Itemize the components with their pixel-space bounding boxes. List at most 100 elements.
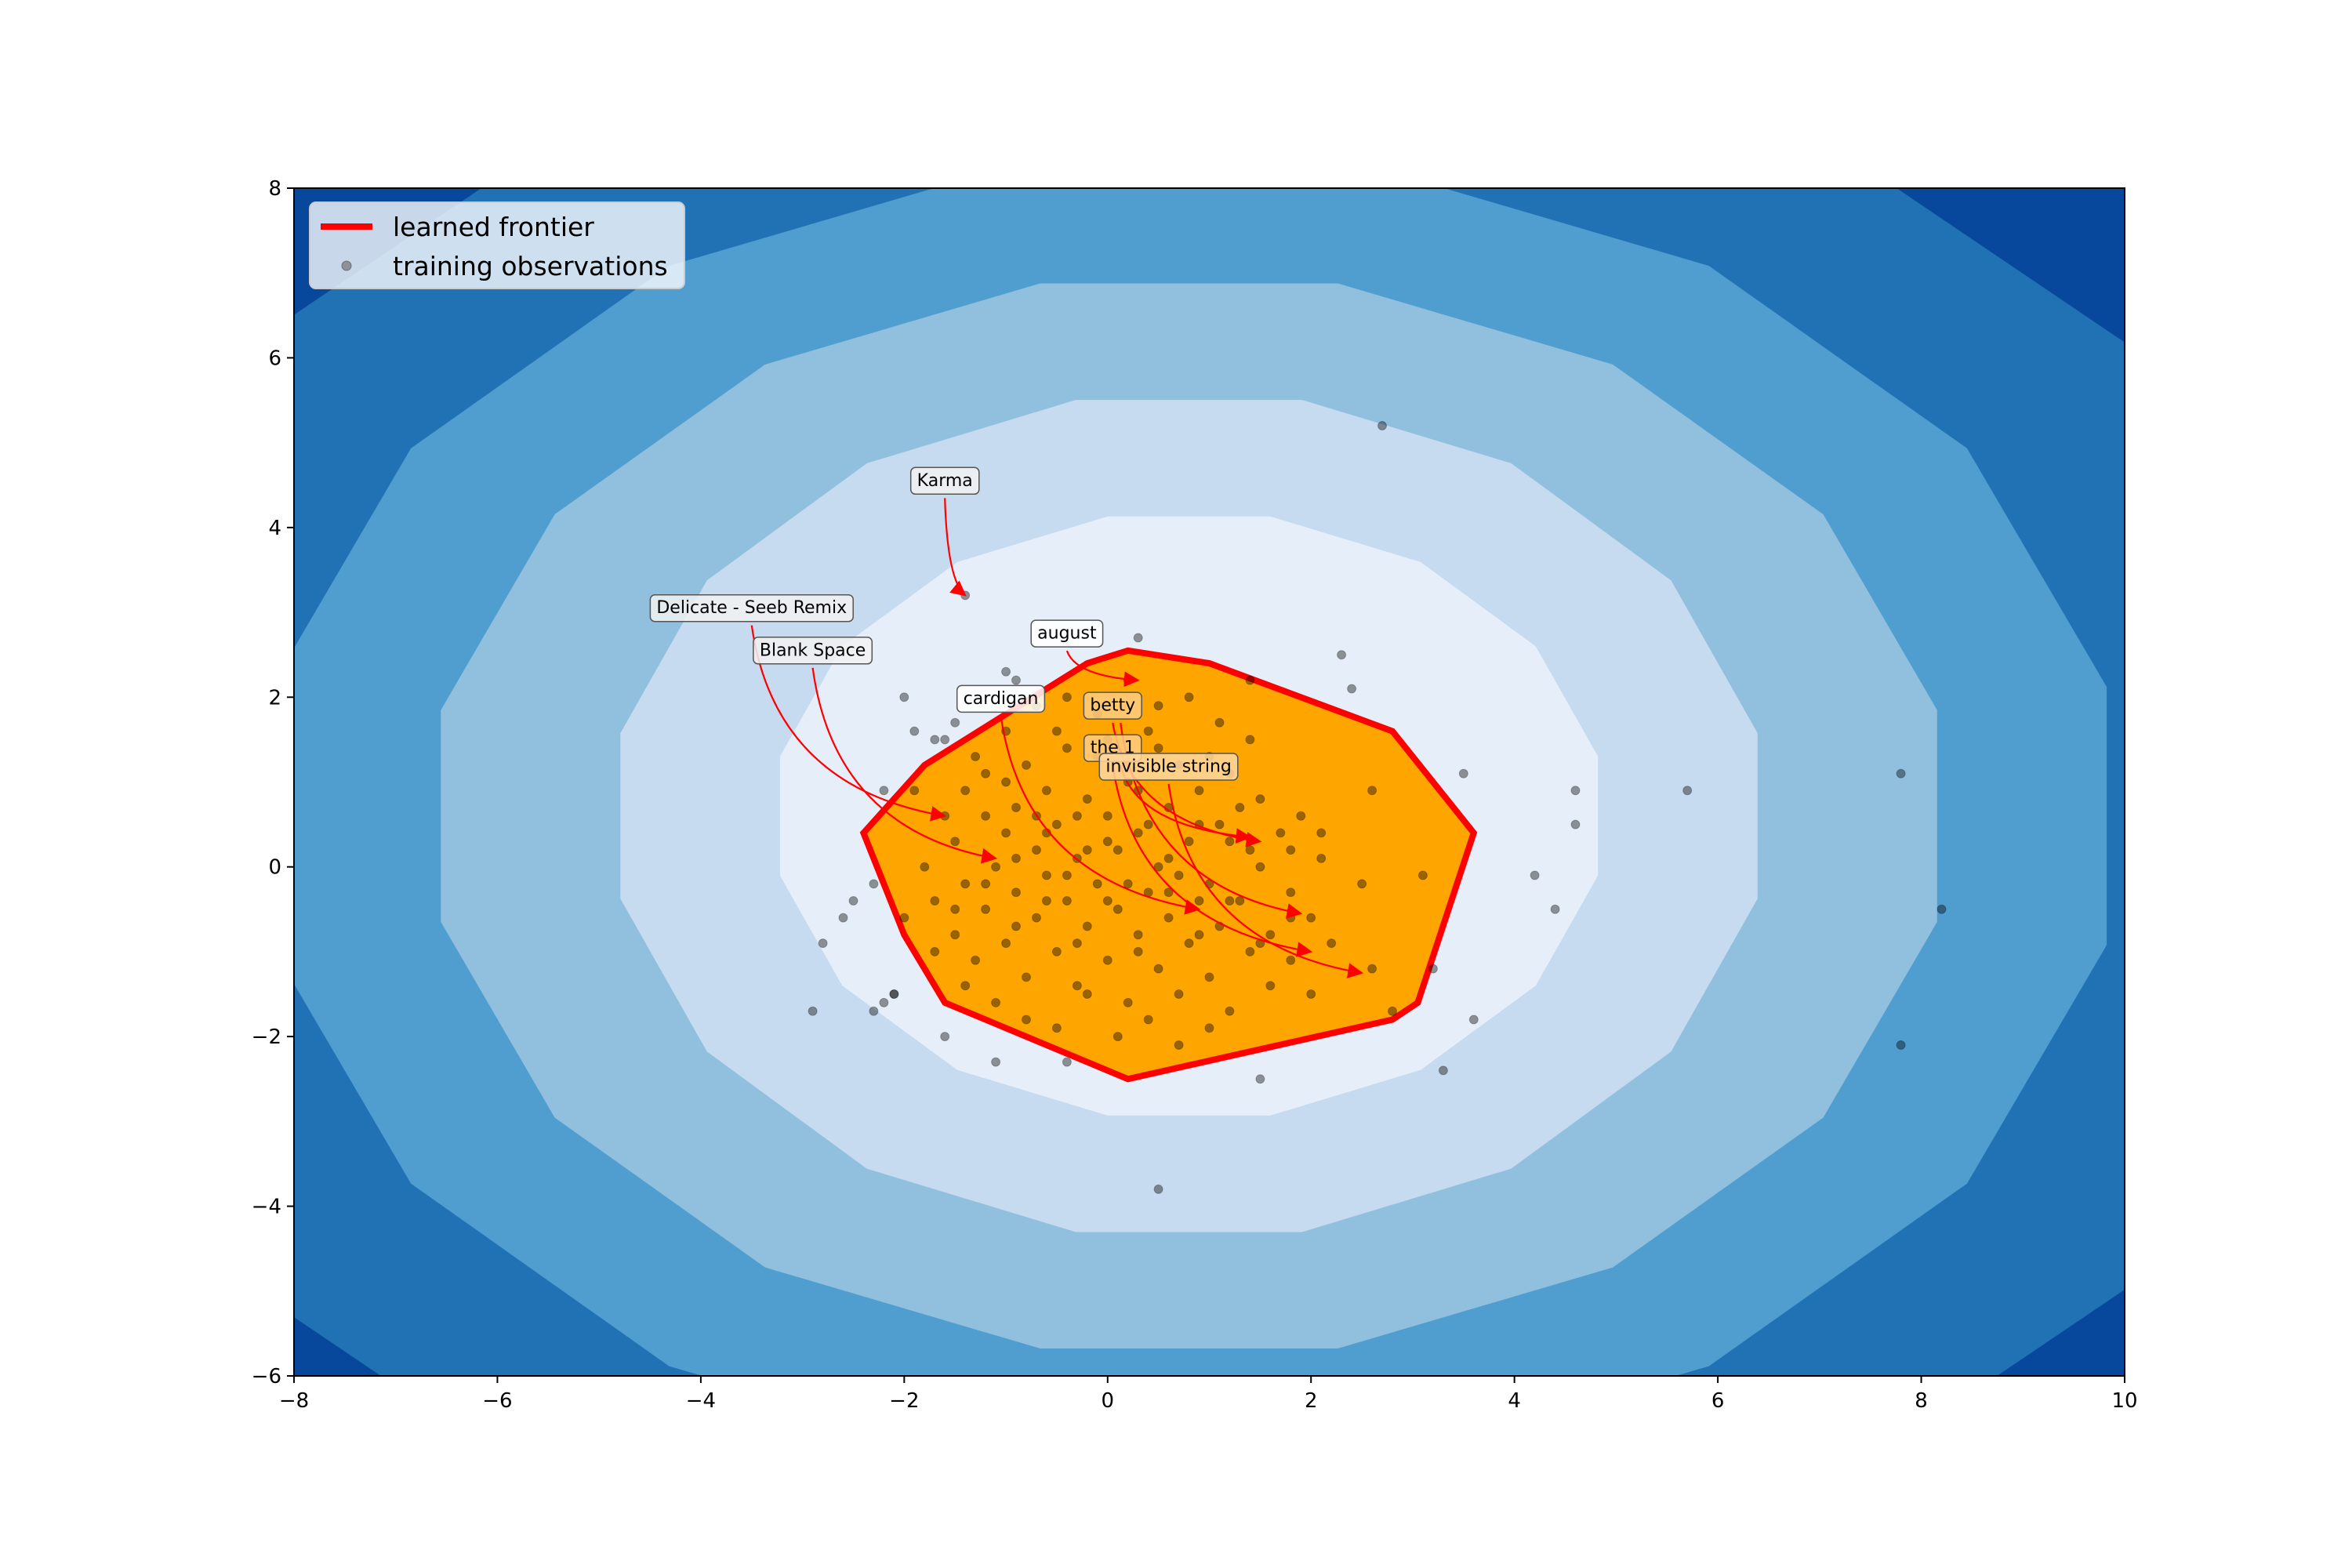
observation-point-80	[1214, 717, 1225, 728]
observation-point-21	[1184, 837, 1194, 847]
observation-point-4	[1011, 803, 1021, 812]
observation-point-171	[1377, 421, 1387, 430]
x-axis: −8 −6 −4 −2 0 2 4 6 8 10	[279, 1376, 2138, 1413]
observation-point-22	[1194, 786, 1204, 796]
observation-point-46	[1032, 913, 1041, 923]
observation-point-78	[1153, 701, 1163, 711]
observation-point-129	[1235, 803, 1245, 812]
y-tick-label-0: −6	[252, 1365, 281, 1388]
observation-point-173	[889, 989, 899, 999]
observation-point-32	[1296, 811, 1306, 821]
observation-point-48	[1051, 946, 1062, 956]
observation-point-60	[1174, 989, 1184, 999]
observation-point-45	[1022, 972, 1031, 982]
observation-point-55	[1123, 997, 1133, 1007]
observation-point-71	[940, 735, 950, 745]
observation-point-153	[1357, 879, 1367, 889]
observation-point-150	[1347, 684, 1357, 694]
observation-point-156	[1417, 870, 1428, 880]
observation-point-106	[950, 904, 960, 914]
observation-point-141	[879, 786, 889, 796]
observation-point-59	[1163, 913, 1174, 923]
observation-point-42	[991, 862, 1001, 872]
observation-point-125	[1143, 819, 1153, 829]
annotation-arrow-4	[1000, 716, 1201, 915]
observation-point-11	[1082, 794, 1092, 804]
observation-point-117	[1286, 913, 1296, 923]
observation-point-68	[1286, 955, 1296, 965]
observation-point-112	[1133, 946, 1143, 956]
observation-point-127	[1174, 870, 1184, 880]
observation-point-137	[808, 1006, 818, 1016]
observation-point-62	[1194, 896, 1204, 906]
y-tick-label-2: −2	[252, 1025, 281, 1049]
observation-point-75	[1062, 692, 1072, 702]
observation-point-36	[920, 862, 930, 872]
observation-point-166	[1896, 768, 1906, 779]
observation-point-81	[1245, 735, 1255, 745]
x-tick-label-7: 6	[1711, 1389, 1725, 1413]
observation-point-29	[1265, 930, 1276, 940]
observation-point-146	[1001, 666, 1011, 677]
annotation-label-1: Delicate - Seeb Remix	[649, 593, 854, 622]
annotation-text-0: Karma	[917, 471, 973, 491]
observation-point-121	[1153, 743, 1163, 753]
y-tick-label-3: 0	[268, 856, 281, 880]
x-tick-label-3: −2	[889, 1389, 919, 1413]
observation-point-151	[1245, 675, 1255, 685]
observation-point-147	[1011, 675, 1021, 685]
observation-point-167	[1936, 904, 1947, 914]
legend-label-1: training observations	[393, 251, 668, 281]
legend-marker-swatch	[341, 260, 352, 271]
observation-point-142	[899, 692, 909, 702]
observation-point-155	[1388, 1006, 1397, 1016]
observation-point-154	[1367, 964, 1377, 974]
y-tick-label-4: 2	[268, 686, 281, 710]
annotation-text-2: Blank Space	[760, 641, 866, 660]
observation-point-169	[1255, 1074, 1265, 1084]
observation-point-168	[1896, 1040, 1906, 1050]
annotations: Karma Delicate - Seeb Remix Blank Space aug…	[649, 466, 1239, 781]
annotation-box-7	[1098, 753, 1239, 781]
observation-point-152	[1367, 786, 1377, 796]
observation-point-91	[1174, 1040, 1184, 1050]
observation-point-103	[1255, 862, 1265, 872]
observation-point-157	[1428, 964, 1438, 974]
annotation-arrow-3	[1065, 650, 1140, 688]
observation-point-43	[1001, 938, 1011, 949]
observation-point-33	[1306, 913, 1316, 923]
frontier-layer	[859, 647, 1478, 1083]
annotation-label-7: invisible string	[1098, 753, 1239, 781]
x-tick-label-5: 2	[1305, 1389, 1318, 1413]
observation-point-118	[1001, 777, 1011, 787]
observation-point-111	[1102, 896, 1112, 906]
observation-point-159	[1468, 1014, 1479, 1025]
annotation-box-5	[1083, 691, 1142, 720]
observation-point-61	[1184, 938, 1194, 949]
observation-point-114	[1194, 930, 1204, 940]
observation-point-63	[1204, 972, 1214, 982]
observation-point-26	[1235, 896, 1245, 906]
observation-point-162	[1550, 904, 1560, 914]
legend-entry-1: training observations	[341, 251, 668, 281]
x-tick-label-8: 8	[1915, 1389, 1928, 1413]
observation-point-52	[1092, 879, 1102, 889]
annotation-label-0: Karma	[909, 466, 980, 495]
observation-point-87	[1051, 1023, 1062, 1033]
x-tick-label-1: −6	[482, 1389, 512, 1413]
observation-point-110	[1072, 938, 1082, 949]
observation-point-85	[991, 997, 1001, 1007]
observation-point-135	[838, 913, 848, 923]
observation-point-58	[1153, 964, 1163, 974]
observation-point-35	[1327, 938, 1337, 949]
observation-point-6	[1032, 845, 1041, 855]
annotation-arrow-2	[811, 667, 998, 864]
annotation-box-0	[909, 466, 980, 495]
x-tick-label-0: −8	[279, 1389, 309, 1413]
observation-point-3	[1001, 828, 1011, 838]
annotation-arrow-1	[750, 625, 947, 822]
y-axis: −6 −4 −2 0 2 4 6 8	[252, 177, 294, 1388]
observation-point-16	[1133, 828, 1143, 838]
observation-point-145	[950, 717, 960, 728]
observation-point-69	[1306, 989, 1316, 999]
